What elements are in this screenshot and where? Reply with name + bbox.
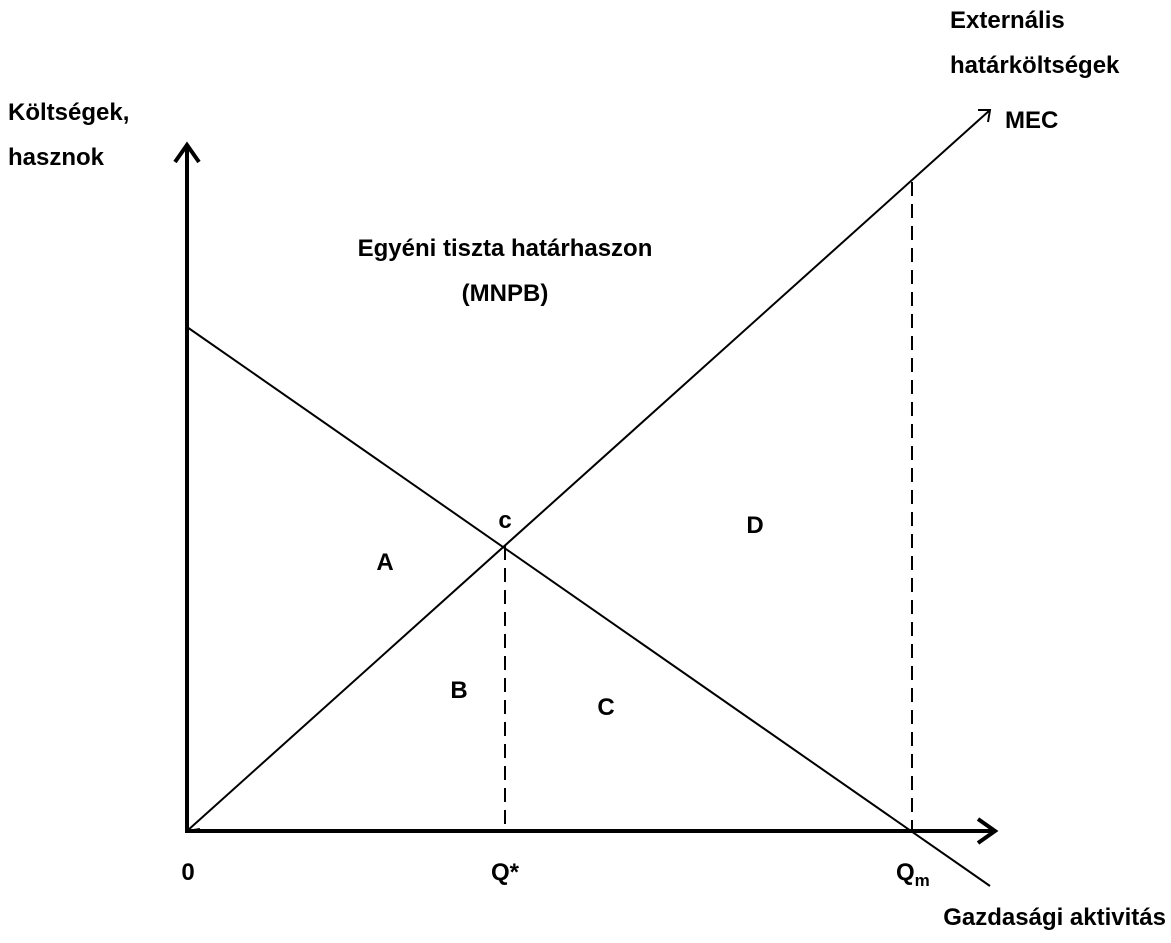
area-label: D (746, 512, 763, 539)
y-axis-arrow (173, 141, 201, 164)
x-tick-label: 0 (181, 859, 194, 886)
point-label: c (498, 507, 511, 534)
mec-title: határköltségek (950, 52, 1120, 79)
area-label: A (376, 549, 393, 576)
q-m: Q (896, 859, 915, 886)
area-label: B (450, 677, 467, 704)
mnpb-label: (MNPB) (462, 280, 549, 307)
area-label: C (597, 694, 614, 721)
mec-arrow (978, 109, 992, 123)
mec-label: MEC (1005, 107, 1058, 134)
mec-line (186, 109, 991, 832)
x-axis-arrow (976, 817, 999, 845)
mec-title: Externális (950, 7, 1065, 34)
y-axis-label: Költségek, (8, 99, 129, 126)
mnpb-label: Egyéni tiszta határhaszon (358, 235, 653, 262)
mnpb-line (186, 326, 991, 887)
origin-arrow (186, 818, 201, 833)
y-axis-label: hasznok (8, 144, 105, 171)
q-m-sub: m (915, 871, 930, 890)
x-tick-label: Qm (896, 859, 930, 890)
x-axis-label: Gazdasági aktivitás (943, 904, 1166, 931)
x-tick-label: Q* (491, 859, 520, 886)
